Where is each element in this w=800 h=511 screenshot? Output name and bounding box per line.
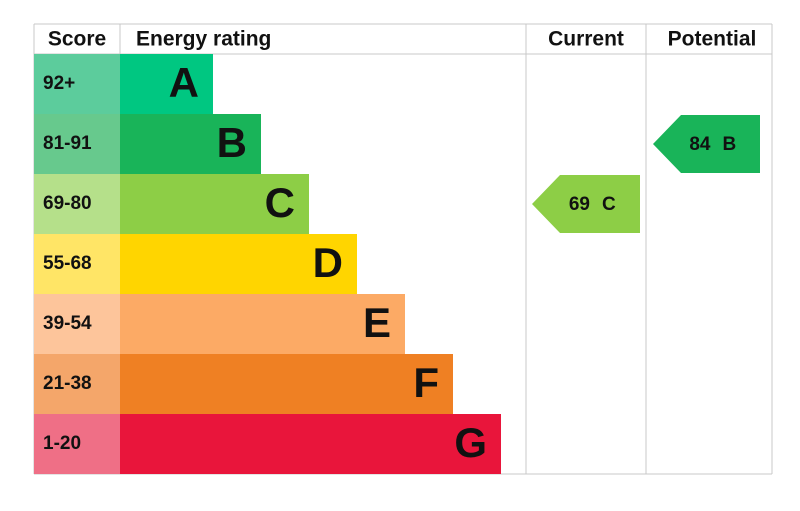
- rating-bar: [120, 294, 405, 354]
- band-letter: G: [454, 419, 487, 466]
- score-cell: [34, 174, 120, 234]
- rating-bar: [120, 114, 261, 174]
- rating-bar: [120, 414, 501, 474]
- score-label: 92+: [43, 73, 75, 94]
- band-letter: F: [413, 359, 439, 406]
- current-band: C: [602, 194, 616, 215]
- score-label: 69-80: [43, 193, 92, 214]
- band-letter: C: [265, 179, 295, 226]
- score-cell: [34, 54, 120, 114]
- header-rating: Energy rating: [136, 28, 271, 51]
- header-score: Score: [48, 28, 106, 51]
- rating-bar: [120, 234, 357, 294]
- potential-band: B: [723, 134, 737, 155]
- band-letter: B: [217, 119, 247, 166]
- rating-bar: [120, 174, 309, 234]
- potential-value: 84: [689, 134, 711, 155]
- current-value: 69: [569, 194, 590, 215]
- score-label: 1-20: [43, 433, 81, 454]
- header-current: Current: [548, 28, 624, 51]
- rating-bar: [120, 54, 213, 114]
- score-label: 39-54: [43, 313, 92, 334]
- score-cell: [34, 354, 120, 414]
- score-label: 21-38: [43, 373, 92, 394]
- score-label: 55-68: [43, 253, 92, 274]
- score-cell: [34, 234, 120, 294]
- current-arrow: [532, 175, 640, 233]
- score-cell: [34, 294, 120, 354]
- rating-rows: 92+ A 81-91 B 69-80 C 55-68 D 39-54 E 21-38 F 1-20 G: [34, 54, 501, 474]
- score-label: 81-91: [43, 133, 92, 154]
- header-potential: Potential: [668, 28, 757, 51]
- potential-arrow: [653, 115, 760, 173]
- score-cell: [34, 114, 120, 174]
- band-letter: A: [169, 59, 199, 106]
- band-letter: D: [313, 239, 343, 286]
- band-letter: E: [363, 299, 391, 346]
- rating-arrows: 69 C 84 B: [532, 115, 760, 233]
- rating-bar: [120, 354, 453, 414]
- score-cell: [34, 414, 120, 474]
